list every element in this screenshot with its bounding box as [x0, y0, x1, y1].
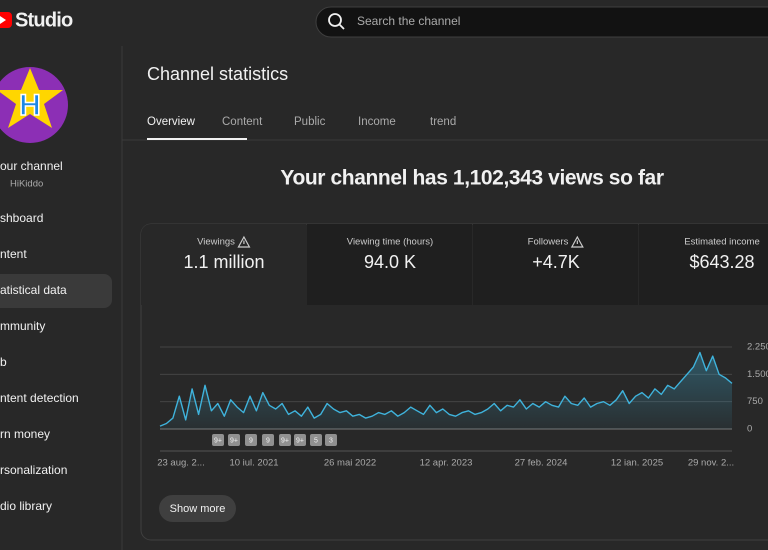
metric-label: Estimated income: [684, 237, 760, 248]
tab[interactable]: Public: [294, 116, 326, 128]
menu-item[interactable]: ntent detection: [0, 391, 79, 405]
channel-title: our channel: [0, 159, 63, 173]
menu-item[interactable]: mmunity: [0, 319, 45, 333]
menu-item[interactable]: dio library: [0, 499, 52, 513]
metric-cell[interactable]: [639, 224, 768, 305]
channel-handle: HiKiddo: [10, 179, 43, 190]
metric-value: 1.1 million: [183, 252, 264, 272]
area-line: [159, 351, 733, 427]
search-placeholder: Search the channel: [357, 14, 460, 28]
search-icon: [328, 13, 342, 27]
metric-label: Viewing time (hours): [347, 237, 433, 248]
x-tick-label: 12 apr. 2023: [420, 458, 473, 469]
metric-value: +4.7K: [532, 252, 580, 272]
y-tick-label: 750: [747, 396, 763, 407]
logo-play: [0, 16, 6, 24]
event-badge[interactable]: [310, 434, 322, 446]
metrics-row: Viewings 1.1 million Viewing time (hours) 9…: [141, 224, 768, 305]
avatar-letter: H: [19, 89, 41, 122]
event-badge-label[interactable]: 9+: [281, 437, 289, 444]
metric-cell[interactable]: [473, 224, 638, 305]
warning-icon: [237, 235, 251, 248]
tab[interactable]: Overview: [147, 116, 196, 128]
x-tick-label: 10 iul. 2021: [229, 458, 278, 469]
tab[interactable]: Content: [222, 116, 263, 128]
avatar-star: [0, 68, 63, 128]
event-badge-label[interactable]: 5: [314, 437, 318, 444]
menu-item[interactable]: atistical data: [0, 283, 67, 297]
search-icon-handle: [338, 23, 345, 30]
event-badge[interactable]: [279, 434, 291, 446]
event-badge-label[interactable]: 9: [249, 437, 253, 444]
metric-label: Followers: [528, 237, 569, 248]
metric-label: Viewings: [197, 237, 235, 248]
y-tick-label: 1.500: [747, 369, 768, 380]
page-title: Channel statistics: [147, 64, 288, 84]
event-badge-label[interactable]: 9+: [214, 437, 222, 444]
event-badge-label[interactable]: 9: [266, 437, 270, 444]
show-more-label[interactable]: Show more: [170, 503, 226, 515]
x-tick-label: 26 mai 2022: [324, 458, 376, 469]
metric-value: $643.28: [689, 252, 754, 272]
x-tick-label: 23 aug. 2...: [157, 458, 205, 469]
event-badge[interactable]: [245, 434, 257, 446]
metric-cell[interactable]: [307, 224, 472, 305]
tab-underline: [147, 138, 247, 140]
menu-item[interactable]: ntent: [0, 247, 27, 261]
menu-item[interactable]: rsonalization: [0, 463, 67, 477]
event-badge-label[interactable]: 9+: [296, 437, 304, 444]
y-tick-label: 2.250: [747, 342, 768, 353]
x-tick-label: 29 nov. 2...: [688, 458, 734, 469]
menu-item[interactable]: b: [0, 355, 7, 369]
search-box[interactable]: [315, 6, 768, 38]
y-tick-label: 0: [747, 424, 752, 435]
logo-text[interactable]: Studio: [15, 9, 74, 31]
menu-item[interactable]: rn money: [0, 427, 50, 441]
menu-item[interactable]: shboard: [0, 211, 43, 225]
warning-icon: [570, 235, 584, 248]
x-tick-label: 27 feb. 2024: [515, 458, 568, 469]
tab[interactable]: Income: [358, 116, 396, 128]
event-badge[interactable]: [228, 434, 240, 446]
menu-selected-bg[interactable]: [0, 274, 112, 308]
tab[interactable]: trend: [430, 116, 456, 128]
headline: Your channel has 1,102,343 views so far: [280, 167, 663, 190]
metric-cell[interactable]: [141, 224, 306, 305]
event-badge[interactable]: [212, 434, 224, 446]
show-more-button[interactable]: [159, 495, 236, 522]
area-fill: [160, 352, 732, 429]
metric-value: 94.0 K: [364, 252, 416, 272]
event-badge[interactable]: [262, 434, 274, 446]
event-badge-label[interactable]: 9+: [230, 437, 238, 444]
event-badge[interactable]: [325, 434, 337, 446]
event-badge-label[interactable]: 3: [329, 437, 333, 444]
event-badge[interactable]: [294, 434, 306, 446]
x-tick-label: 12 ian. 2025: [611, 458, 663, 469]
